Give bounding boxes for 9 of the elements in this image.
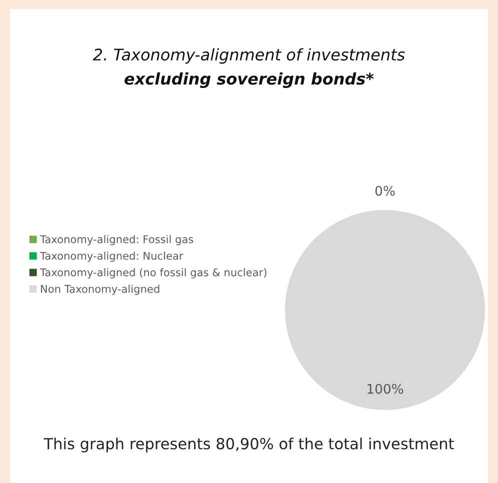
text: This graph represents 80,90% of the total investment: [44, 438, 454, 452]
legend-label: Taxonomy-aligned: Nuclear: [40, 252, 184, 262]
chart-title: 2. Taxonomy-alignment of investments: [92, 48, 405, 64]
legend-label: Non Taxonomy-aligned: [41, 284, 160, 295]
legend-label: Taxonomy-aligned: Fossil gas: [40, 235, 194, 246]
data-label: 100%: [368, 384, 404, 394]
legend-label: Taxonomy-aligned (no fossil gas & nuclear): [40, 268, 266, 278]
chart-subtitle: excluding sovereign bonds*: [124, 72, 374, 88]
text: 0%: [375, 186, 395, 196]
